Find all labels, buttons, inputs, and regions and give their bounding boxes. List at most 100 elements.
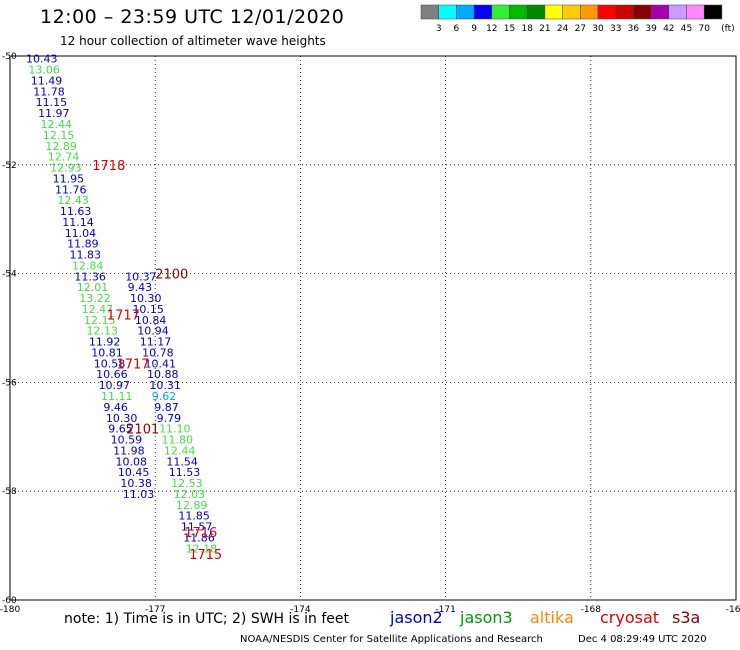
wave-height-point: 10.81 bbox=[91, 346, 123, 359]
wave-height-point: 9.43 bbox=[128, 281, 153, 294]
color-scale-label: 9 bbox=[471, 24, 477, 34]
color-swatch bbox=[438, 4, 457, 20]
color-swatch bbox=[562, 4, 581, 20]
wave-height-point: 10.38 bbox=[120, 477, 151, 490]
x-tick-label: -174 bbox=[290, 605, 311, 615]
color-scale-legend: 3 6 9 12 15 18 21 24 27 30 33 36 39 42 45 70 (ft) bbox=[420, 4, 735, 34]
pass-time-label: 2101 bbox=[126, 423, 159, 438]
wave-height-point: 10.59 bbox=[111, 434, 143, 447]
axis-ticks: -180 -177 -174 -171 -168 -165 -50 -52 -54 -56 -58 -… bbox=[0, 52, 740, 615]
wave-height-point: 13.22 bbox=[79, 292, 111, 305]
wave-height-point: 10.97 bbox=[99, 379, 130, 392]
wave-height-point: 12.84 bbox=[72, 259, 104, 272]
color-scale-label: 30 bbox=[592, 24, 604, 34]
wave-height-point: 11.53 bbox=[169, 466, 201, 479]
wave-height-point: 10.08 bbox=[116, 455, 147, 468]
wave-height-point: 11.89 bbox=[67, 238, 99, 251]
color-swatch bbox=[420, 4, 439, 20]
color-swatch bbox=[473, 4, 493, 20]
color-swatch bbox=[650, 4, 670, 20]
wave-height-point: 11.10 bbox=[159, 423, 191, 436]
wave-height-point: 13.06 bbox=[28, 64, 59, 77]
wave-height-point: 10.84 bbox=[135, 314, 167, 327]
wave-height-point: 11.86 bbox=[183, 531, 215, 544]
wave-height-point: 10.41 bbox=[145, 357, 177, 370]
credit-text: NOAA/NESDIS Center for Satellite Applica… bbox=[240, 634, 543, 645]
y-tick-label: -56 bbox=[2, 378, 17, 388]
wave-height-point: 10.15 bbox=[132, 303, 164, 316]
color-swatch bbox=[526, 4, 546, 20]
footer-note: note: 1) Time is in UTC; 2) SWH is in fe… bbox=[64, 611, 350, 627]
time-labels: 1718 2100 1717 1717 2101 1716 1715 bbox=[92, 159, 222, 563]
wave-height-point: 11.97 bbox=[38, 107, 70, 120]
wave-height-point: 9.46 bbox=[103, 401, 128, 414]
color-scale-label: 3 bbox=[436, 24, 442, 34]
wave-height-point: 11.57 bbox=[181, 521, 213, 534]
wave-height-point: 12.43 bbox=[57, 194, 89, 207]
chart-title: 12:00 – 23:59 UTC 12/01/2020 bbox=[40, 6, 345, 28]
wave-height-point: 11.54 bbox=[166, 455, 198, 468]
legend-s3a: s3a bbox=[672, 608, 701, 627]
color-swatch bbox=[703, 4, 723, 20]
wave-height-point: 9.87 bbox=[154, 401, 179, 414]
wave-height-point: 10.43 bbox=[26, 53, 58, 66]
y-tick-label: -50 bbox=[2, 52, 17, 62]
y-tick-label: -60 bbox=[2, 596, 17, 606]
wave-height-point: 10.88 bbox=[147, 368, 179, 381]
x-tick-label: -171 bbox=[435, 605, 455, 615]
timestamp-text: Dec 4 08:29:49 UTC 2020 bbox=[578, 634, 707, 645]
wave-height-point: 12.74 bbox=[48, 151, 80, 164]
wave-height-point: 11.04 bbox=[65, 227, 97, 240]
y-tick-label: -54 bbox=[2, 270, 17, 280]
pass-time-label: 1718 bbox=[92, 159, 125, 174]
color-scale-label: 27 bbox=[575, 24, 586, 34]
wave-height-point: 11.76 bbox=[55, 183, 87, 196]
wave-height-point: 11.11 bbox=[101, 390, 133, 403]
wave-height-point: 11.14 bbox=[62, 216, 94, 229]
legend-cryosat: cryosat bbox=[600, 608, 660, 627]
wave-height-point: 10.66 bbox=[96, 368, 128, 381]
wave-height-point: 12.01 bbox=[77, 281, 109, 294]
wave-height-point: 12.15 bbox=[43, 129, 75, 142]
pass-time-label: 2100 bbox=[155, 268, 188, 283]
wave-height-point: 10.37 bbox=[125, 270, 157, 283]
wave-height-point: 11.85 bbox=[178, 510, 210, 523]
wave-height-point: 10.45 bbox=[118, 466, 150, 479]
wave-height-point: 12.47 bbox=[82, 303, 114, 316]
wave-height-point: 11.92 bbox=[89, 336, 121, 349]
wave-height-point: 11.17 bbox=[140, 336, 172, 349]
wave-height-point: 11.95 bbox=[53, 172, 84, 185]
color-scale-label: 39 bbox=[645, 24, 657, 34]
y-tick-label: -52 bbox=[2, 161, 17, 171]
wave-height-point: 11.03 bbox=[123, 488, 155, 501]
color-scale-label: 70 bbox=[698, 24, 710, 34]
wave-height-point: 12.18 bbox=[186, 542, 218, 555]
wave-height-point: 11.83 bbox=[70, 249, 102, 262]
wave-height-point: 11.15 bbox=[36, 96, 68, 109]
color-scale-label: 36 bbox=[628, 24, 640, 34]
pass-time-label: 1717 bbox=[107, 308, 140, 323]
wave-height-point: 10.78 bbox=[142, 346, 174, 359]
x-tick-label: -165 bbox=[726, 605, 740, 615]
color-scale-label: 33 bbox=[610, 24, 621, 34]
wave-height-point: 10.58 bbox=[94, 357, 126, 370]
wave-height-point: 11.63 bbox=[60, 205, 92, 218]
color-swatch bbox=[456, 4, 475, 20]
wave-height-point: 9.62 bbox=[152, 390, 177, 403]
color-swatch bbox=[633, 4, 652, 20]
wave-height-point: 12.13 bbox=[86, 325, 118, 338]
color-swatch bbox=[580, 4, 599, 20]
wave-height-point: 11.49 bbox=[31, 74, 63, 87]
color-swatch bbox=[509, 4, 528, 20]
x-tick-label: -168 bbox=[581, 605, 602, 615]
plot-grid bbox=[9, 55, 737, 601]
color-scale-label: 6 bbox=[454, 24, 460, 34]
color-swatch bbox=[615, 4, 634, 20]
chart-subtitle: 12 hour collection of altimeter wave hei… bbox=[60, 34, 326, 48]
wave-height-point: 10.94 bbox=[137, 325, 169, 338]
wave-height-point: 12.93 bbox=[50, 162, 81, 175]
x-tick-label: -177 bbox=[145, 605, 165, 615]
legend-jason3: jason3 bbox=[460, 608, 513, 627]
wave-height-point: 12.03 bbox=[174, 488, 206, 501]
